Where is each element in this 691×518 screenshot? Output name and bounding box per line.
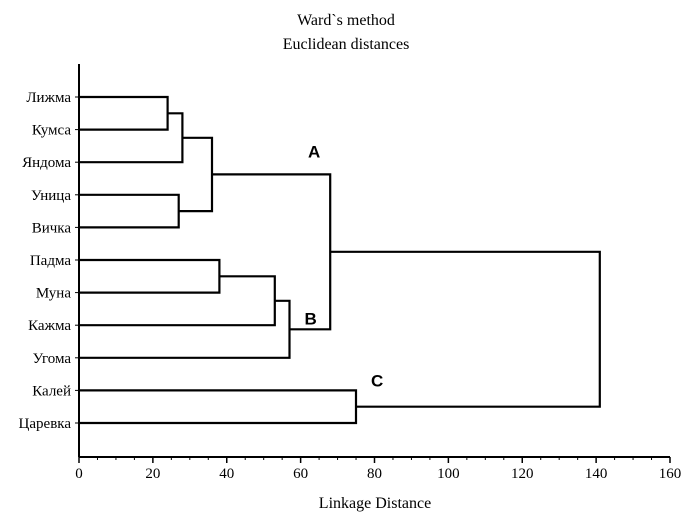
link-m5 bbox=[79, 258, 221, 294]
x-tick-label: 20 bbox=[145, 466, 160, 482]
cluster-label-a: A bbox=[308, 142, 320, 161]
leaf-label: Падма bbox=[30, 253, 72, 269]
leaf-label: Кумса bbox=[32, 123, 72, 139]
link-m8 bbox=[212, 173, 332, 331]
leaf-label: Муна bbox=[36, 286, 71, 302]
leaf-labels: Лижма Кумса Яндома Уница Вичка Падма Муна Кажма… bbox=[19, 90, 72, 432]
leaf-label: Лижма bbox=[26, 90, 71, 106]
leaf-label: Угома bbox=[33, 351, 72, 367]
x-tick-label: 120 bbox=[511, 466, 534, 482]
x-tick-label: 100 bbox=[437, 466, 460, 482]
x-tick-label: 60 bbox=[293, 466, 308, 482]
cluster-label-c: C bbox=[371, 372, 383, 391]
x-tick-label: 160 bbox=[659, 466, 682, 482]
leaf-label: Уница bbox=[31, 188, 71, 204]
link-m4 bbox=[178, 136, 214, 213]
leaf-label: Царевка bbox=[19, 416, 72, 432]
link-m7 bbox=[79, 299, 291, 359]
x-tick-label: 80 bbox=[367, 466, 382, 482]
x-tick-label: 140 bbox=[585, 466, 608, 482]
dendrogram-links bbox=[79, 95, 601, 425]
chart-title: Ward`s method bbox=[297, 12, 395, 29]
cluster-label-b: B bbox=[305, 309, 317, 328]
link-m10 bbox=[330, 250, 601, 408]
leaf-label: Вичка bbox=[32, 220, 72, 236]
link-m3 bbox=[79, 193, 180, 229]
leaf-label: Кажма bbox=[28, 318, 71, 334]
cluster-labels: A B C bbox=[305, 142, 384, 390]
leaf-label: Калей bbox=[32, 383, 71, 399]
link-m9 bbox=[79, 389, 358, 425]
x-axis-label: Linkage Distance bbox=[319, 495, 431, 512]
axes: 0 20 40 60 80 100 120 140 160 bbox=[75, 64, 681, 482]
link-m1 bbox=[79, 95, 169, 131]
x-tick-label: 40 bbox=[219, 466, 234, 482]
chart-subtitle: Euclidean distances bbox=[283, 36, 410, 53]
x-tick-label: 0 bbox=[75, 466, 83, 482]
leaf-label: Яндома bbox=[22, 155, 71, 171]
link-m6 bbox=[79, 275, 276, 327]
